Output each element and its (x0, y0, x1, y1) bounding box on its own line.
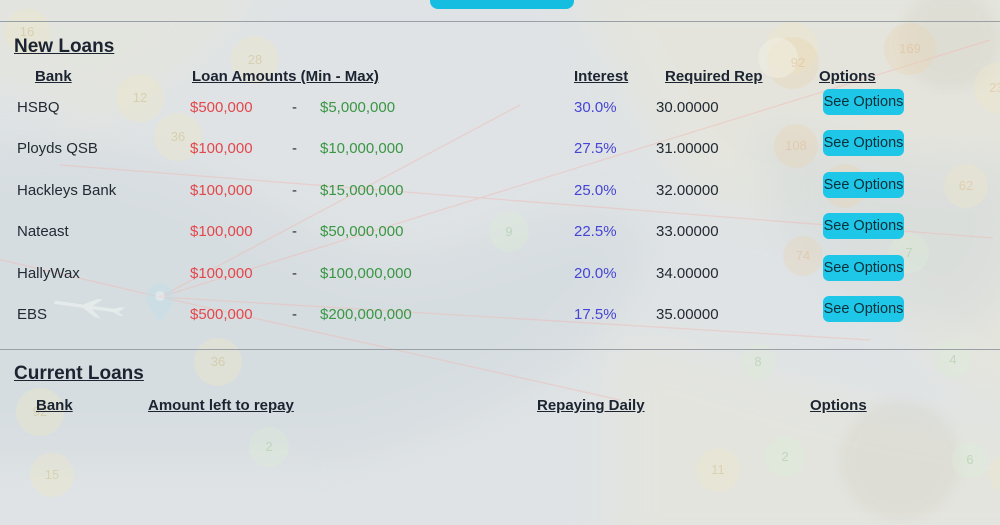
svg-text:92: 92 (791, 55, 805, 70)
svg-text:36: 36 (211, 354, 225, 369)
svg-text:9: 9 (505, 224, 512, 239)
svg-text:8: 8 (754, 354, 761, 369)
svg-text:2: 2 (781, 449, 788, 464)
svg-text:15: 15 (45, 467, 59, 482)
svg-text:169: 169 (899, 41, 921, 56)
svg-text:36: 36 (171, 129, 185, 144)
svg-text:6: 6 (966, 452, 973, 467)
svg-text:2: 2 (265, 439, 272, 454)
svg-text:74: 74 (796, 248, 810, 263)
svg-text:4: 4 (949, 352, 956, 367)
svg-text:7: 7 (905, 245, 912, 260)
svg-text:231: 231 (989, 80, 1000, 95)
svg-text:108: 108 (785, 138, 807, 153)
svg-text:62: 62 (959, 178, 973, 193)
svg-text:28: 28 (248, 52, 262, 67)
svg-text:11: 11 (711, 462, 725, 477)
svg-text:12: 12 (133, 90, 147, 105)
